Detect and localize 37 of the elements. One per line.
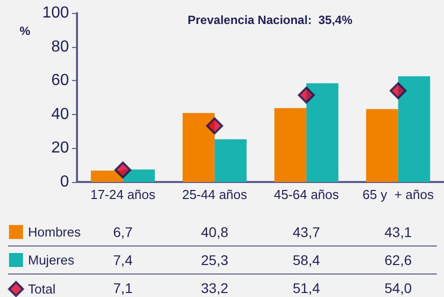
bar	[366, 109, 398, 182]
y-tick-label: 0	[60, 174, 70, 190]
y-tick-label: 60	[51, 72, 70, 90]
y-tick-label: 20	[51, 140, 70, 157]
point	[114, 162, 132, 178]
point	[390, 82, 407, 100]
data-label: 40,8	[201, 224, 228, 240]
bar	[306, 83, 338, 182]
y-axis-title: %	[20, 24, 31, 38]
x-tick-label: 25-44 años	[182, 187, 248, 202]
x-tick-label: 17-24 años	[90, 187, 156, 202]
data-label: 58,4	[292, 252, 320, 268]
annotation: Prevalencia Nacional: 35,4%	[188, 13, 353, 27]
data-label: 54,0	[384, 280, 412, 296]
x-tick-label: 45-64 años	[274, 187, 340, 202]
data-label: 33,2	[201, 280, 228, 296]
y-tick-label: 100	[42, 4, 70, 22]
legend-label: Hombres	[28, 224, 82, 240]
data-label: 7,4	[113, 252, 133, 268]
data-label: 43,7	[292, 224, 320, 240]
point	[298, 86, 315, 104]
data-label: 51,4	[292, 280, 320, 296]
bar	[182, 113, 215, 182]
bar	[398, 76, 430, 182]
y-tick-label: 40	[51, 106, 70, 123]
y-tick-label: 80	[51, 38, 70, 56]
x-tick-label: 65 y + años	[362, 187, 434, 202]
data-label: 7,1	[113, 280, 133, 296]
data-label: 25,3	[201, 252, 228, 268]
point	[206, 117, 224, 134]
data-label: 6,7	[113, 224, 133, 240]
bar	[274, 108, 306, 182]
data-label: 62,6	[384, 252, 412, 268]
bar	[214, 139, 247, 182]
data-label: 43,1	[384, 224, 412, 240]
legend-label: Mujeres	[28, 252, 75, 268]
legend-label: Total	[28, 282, 56, 296]
